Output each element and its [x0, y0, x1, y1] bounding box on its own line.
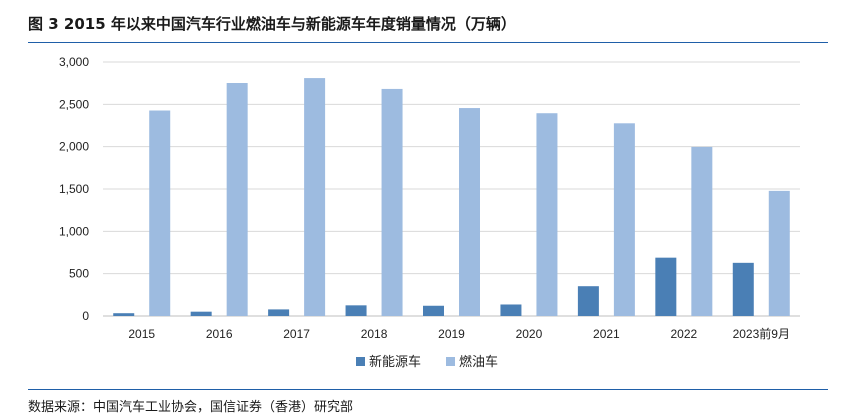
y-tick-label: 2,500 — [59, 97, 89, 111]
source-note: 数据来源：中国汽车工业协会，国信证券（香港）研究部 — [28, 400, 354, 415]
x-tick-label: 2018 — [361, 327, 388, 341]
bar-ice-2015 — [149, 110, 171, 316]
x-tick-label: 2017 — [283, 327, 310, 341]
y-tick-label: 500 — [69, 267, 89, 281]
bar-nev-2016 — [190, 311, 212, 316]
y-tick-label: 1,000 — [59, 224, 89, 238]
source-divider — [28, 389, 828, 390]
legend-label: 新能源车 — [369, 354, 421, 370]
bar-nev-2017 — [268, 309, 290, 316]
bar-nev-2020 — [500, 304, 522, 316]
bar-ice-2018 — [381, 88, 403, 316]
chart-title: 图 3 2015 年以来中国汽车行业燃油车与新能源车年度销量情况（万辆） — [28, 15, 516, 33]
y-tick-label: 1,500 — [59, 182, 89, 196]
legend-swatch-ice — [446, 357, 455, 366]
bar-nev-2021 — [577, 286, 599, 316]
y-tick-label: 0 — [82, 309, 89, 323]
bar-nev-2019 — [423, 305, 444, 316]
bar-ice-2023前9月 — [768, 190, 790, 316]
y-axis-ticks: 0 500 1,000 1,500 2,000 2,500 3,000 — [59, 55, 89, 323]
bars — [113, 78, 790, 317]
legend: 新能源车 燃油车 — [356, 354, 498, 370]
bar-nev-2023前9月 — [732, 262, 754, 316]
x-tick-label: 2022 — [670, 327, 697, 341]
bar-ice-2020 — [536, 113, 558, 317]
y-tick-label: 2,000 — [59, 140, 89, 154]
legend-label: 燃油车 — [459, 354, 498, 370]
bar-ice-2017 — [304, 78, 326, 316]
x-tick-label: 2023前9月 — [733, 326, 790, 341]
bar-nev-2015 — [113, 313, 135, 316]
bar-nev-2022 — [655, 257, 677, 316]
x-tick-label: 2019 — [438, 327, 465, 341]
x-tick-label: 2016 — [206, 327, 233, 341]
legend-swatch-nev — [356, 357, 365, 366]
bar-ice-2019 — [459, 108, 480, 316]
bar-ice-2022 — [691, 146, 713, 316]
bar-nev-2018 — [345, 305, 367, 316]
bar-ice-2021 — [613, 123, 635, 316]
x-tick-label: 2020 — [516, 327, 543, 341]
gridlines — [103, 61, 800, 317]
x-axis-ticks: 2015 2016 2017 2018 2019 2020 2021 2022 2023前9月 — [128, 326, 790, 341]
y-tick-label: 3,000 — [59, 55, 89, 69]
title-divider — [28, 42, 828, 43]
bar-ice-2016 — [226, 82, 248, 316]
x-tick-label: 2021 — [593, 327, 620, 341]
x-tick-label: 2015 — [128, 327, 155, 341]
